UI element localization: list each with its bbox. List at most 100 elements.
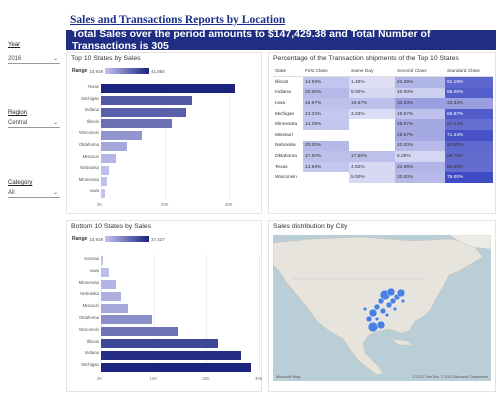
table-row[interactable]: Wisconsin 5.00% 20.00% 75.00%: [273, 172, 493, 183]
bar-category-label: Iowa: [89, 267, 99, 273]
percent-cell: 22.39%: [395, 77, 445, 88]
range-max: 41,856: [151, 68, 165, 74]
city-sales-dot[interactable]: [379, 307, 387, 315]
range-label: Range: [72, 68, 88, 74]
state-cell: Wisconsin: [275, 175, 297, 181]
region-slicer-title: Region: [8, 110, 28, 116]
bar[interactable]: [101, 303, 128, 313]
header-second-class[interactable]: Second Class: [397, 69, 427, 74]
bar[interactable]: [101, 153, 117, 163]
state-cell: Missouri: [275, 132, 293, 138]
range-gradient: [105, 68, 150, 74]
range-min: 10,919: [89, 68, 104, 74]
bar-category-label: Wisconsin: [78, 326, 99, 332]
bar[interactable]: [101, 362, 251, 372]
year-dropdown[interactable]: 2016 ⌄: [8, 54, 60, 64]
chevron-down-icon[interactable]: ⌄: [52, 190, 58, 196]
bar[interactable]: [101, 142, 128, 152]
bar[interactable]: [101, 350, 242, 360]
bar[interactable]: [101, 268, 109, 278]
city-sales-dot[interactable]: [367, 321, 379, 333]
city-sales-dot[interactable]: [377, 297, 385, 305]
bar-category-label: Oklahoma: [78, 315, 99, 320]
city-sales-dot[interactable]: [373, 303, 381, 311]
region-slicer[interactable]: Region Central ⌄: [8, 110, 60, 128]
bar[interactable]: [101, 107, 187, 117]
bar[interactable]: [101, 95, 192, 105]
gridline: [101, 83, 102, 199]
percent-cell: 75.00%: [445, 172, 493, 183]
bar[interactable]: [101, 291, 121, 301]
bar[interactable]: [101, 165, 110, 175]
city-sales-dot[interactable]: [386, 287, 396, 297]
bottom-states-card[interactable]: Bottom 10 States by Sales Range 10,919 3…: [66, 220, 262, 392]
header-state[interactable]: State: [275, 69, 287, 74]
bar[interactable]: [101, 339, 219, 348]
city-sales-dot[interactable]: [400, 298, 406, 304]
percent-cell: 4.92%: [349, 161, 395, 173]
chevron-down-icon[interactable]: ⌄: [52, 56, 58, 62]
header-first-class[interactable]: First Class: [305, 69, 328, 74]
table-row[interactable]: Nebraska 20.00% 20.00% 60.00%: [273, 140, 493, 152]
greenland-landmass: [448, 235, 491, 250]
table-row[interactable]: Iowa 16.67% 16.67% 33.33% 33.33%: [273, 98, 493, 109]
region-value: Central: [8, 119, 28, 126]
category-slicer-title: Category: [8, 180, 33, 186]
map-svg: [273, 235, 491, 376]
percent-cell: 14.93%: [303, 77, 349, 88]
city-sales-dot[interactable]: [368, 308, 378, 318]
category-dropdown[interactable]: All ⌄: [8, 188, 60, 198]
chevron-down-icon[interactable]: ⌄: [52, 120, 58, 126]
table-row[interactable]: Texas 13.93% 4.92% 22.95% 58.20%: [273, 161, 493, 173]
category-slicer[interactable]: Category All ⌄: [8, 180, 60, 198]
top-states-card[interactable]: Top 10 States by Sales Range 10,919 41,8…: [66, 52, 262, 214]
range-gradient: [105, 236, 150, 242]
bar-category-label: Nebraska: [80, 291, 99, 297]
bar-category-label: Indiana: [84, 350, 99, 356]
city-sales-dot[interactable]: [384, 312, 390, 318]
city-sales-dot[interactable]: [389, 297, 397, 305]
city-map[interactable]: Microsoft Bing © 2022 TomTom, © 2022 Mic…: [273, 235, 491, 381]
range-min: 10,919: [89, 236, 104, 242]
bar[interactable]: [101, 188, 105, 198]
state-cell: Nebraska: [275, 143, 296, 149]
city-sales-dot[interactable]: [392, 306, 398, 312]
bar[interactable]: [101, 327, 178, 337]
header-standard-class[interactable]: Standard Class: [447, 69, 480, 74]
bar[interactable]: [101, 119, 173, 129]
bar[interactable]: [101, 84, 235, 94]
table-row[interactable]: Minnesota 14.29% 28.57% 57.14%: [273, 119, 493, 130]
city-sales-dot[interactable]: [374, 316, 380, 322]
region-dropdown[interactable]: Central ⌄: [8, 118, 60, 128]
table-row[interactable]: Indiana 20.00% 5.00% 10.00% 65.00%: [273, 87, 493, 99]
table-row[interactable]: Michigan 13.33% 3.33% 16.67% 66.67%: [273, 108, 493, 120]
percent-cell: 3.33%: [349, 108, 395, 120]
percent-table-card[interactable]: Percentage of the Transaction shipments …: [268, 52, 496, 214]
bar-category-label: Illinois: [86, 338, 99, 344]
slicer-pane: Year 2016 ⌄ Region Central ⌄ Category Al…: [0, 0, 64, 400]
city-sales-dot[interactable]: [362, 306, 368, 312]
percent-cell: 17.50%: [349, 151, 395, 162]
gridline: [229, 83, 230, 199]
table-row[interactable]: Oklahoma 17.50% 17.50% 6.25% 58.75%: [273, 151, 493, 162]
map-card[interactable]: Sales distribution by City Microsoft Bin…: [268, 220, 496, 392]
year-slicer-title: Year: [8, 42, 21, 48]
state-cell: Iowa: [275, 100, 286, 106]
axis-tick: 10K: [149, 376, 158, 381]
city-sales-dot[interactable]: [396, 288, 406, 298]
header-same-day[interactable]: Same Day: [351, 69, 374, 74]
year-slicer[interactable]: Year 2016 ⌄: [8, 42, 60, 64]
range-label: Range: [72, 236, 88, 242]
bar[interactable]: [101, 130, 143, 140]
table-row[interactable]: Illinois 14.93% 1.49% 22.39% 61.19%: [273, 77, 493, 88]
bar[interactable]: [101, 280, 116, 289]
city-sales-dot[interactable]: [376, 320, 386, 330]
bar[interactable]: [101, 256, 103, 266]
percent-cell: 20.00%: [395, 172, 445, 183]
bar[interactable]: [101, 177, 108, 187]
table-row[interactable]: Missouri 28.57% 71.43%: [273, 129, 493, 141]
city-sales-dot[interactable]: [385, 301, 393, 309]
bar[interactable]: [101, 315, 153, 325]
city-sales-dot[interactable]: [365, 315, 373, 323]
